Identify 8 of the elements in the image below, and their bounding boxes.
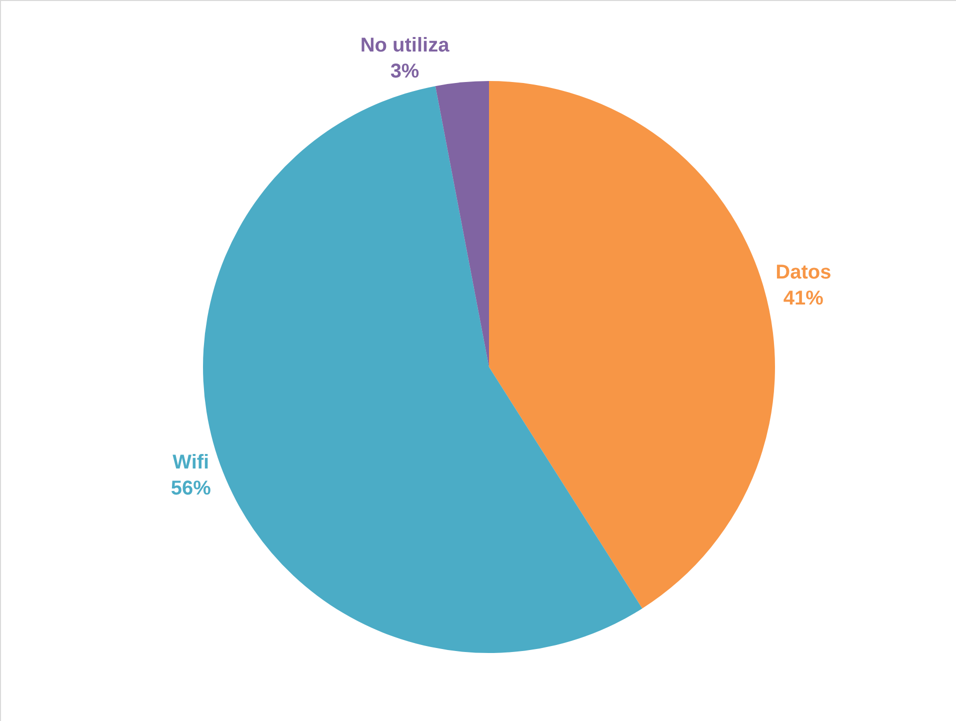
pie-slice [489,81,775,608]
data-label: 3% [390,60,420,82]
pie-slice [435,81,489,367]
slice-label: Wifi [172,452,210,474]
data-label: 56% [170,478,212,500]
slice-label: Datos [776,261,832,284]
slice-label: No utiliza [360,34,450,56]
data-label: 41% [783,287,824,310]
